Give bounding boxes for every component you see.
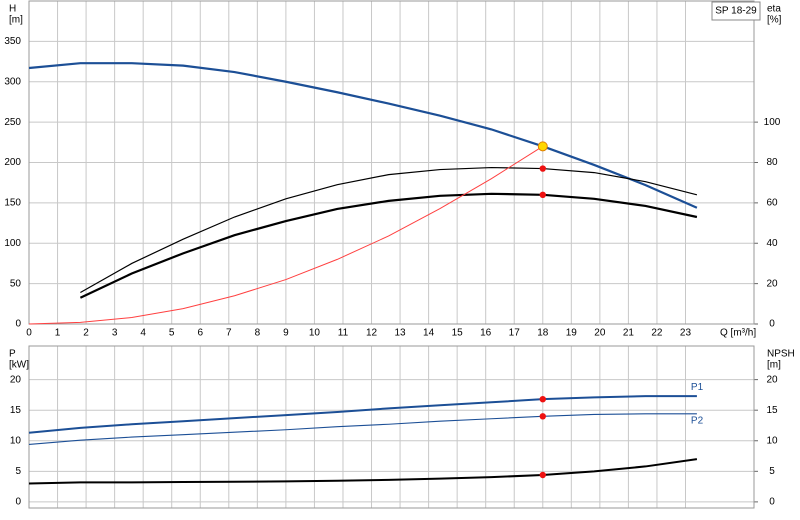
operating-point xyxy=(539,165,546,172)
y2-tick-label: 40 xyxy=(766,238,778,249)
title-box xyxy=(711,1,761,21)
y2-label: eta xyxy=(767,4,781,15)
y2-unit: [%] xyxy=(767,15,782,26)
chart-title: SP 18-29 xyxy=(715,6,757,17)
x-label: Q [m³/h] xyxy=(720,328,756,339)
series-line xyxy=(28,62,698,209)
y2-tick-label: 10 xyxy=(766,435,778,446)
operating-point xyxy=(539,395,546,403)
x-tick-label: 23 xyxy=(680,328,692,339)
plot-area xyxy=(29,346,754,508)
y2-unit: [m] xyxy=(767,360,781,371)
y-unit: [m] xyxy=(9,15,23,26)
y-tick-label: 350 xyxy=(4,36,21,47)
x-tick-label: 1 xyxy=(55,328,61,339)
y-unit: [kW] xyxy=(9,360,29,371)
series-line xyxy=(28,413,697,445)
series-line xyxy=(80,166,698,294)
y-tick-label: 5 xyxy=(15,466,21,477)
y2-tick-label: 100 xyxy=(764,117,781,128)
y-tick-label: 0 xyxy=(15,497,21,508)
x-tick-label: 19 xyxy=(566,328,578,339)
series-line xyxy=(79,192,698,299)
x-tick-label: 18 xyxy=(537,328,549,339)
x-tick-label: 14 xyxy=(423,328,435,339)
y-tick-label: 0 xyxy=(15,319,21,330)
x-tick-label: 17 xyxy=(509,328,521,339)
series-label: P1 xyxy=(691,382,704,393)
operating-point xyxy=(539,191,546,198)
operating-point xyxy=(537,141,548,152)
x-tick-label: 13 xyxy=(395,328,407,339)
x-tick-label: 15 xyxy=(452,328,464,339)
x-tick-label: 20 xyxy=(594,328,606,339)
x-tick-label: 5 xyxy=(169,328,175,339)
x-tick-label: 10 xyxy=(309,328,321,339)
y-tick-label: 200 xyxy=(4,157,21,168)
plot-frame xyxy=(28,0,755,325)
y-tick-label: 100 xyxy=(4,238,21,249)
y2-tick-label: 20 xyxy=(766,278,778,289)
y2-tick-label: 5 xyxy=(769,466,775,477)
x-tick-label: 2 xyxy=(83,328,89,339)
y2-tick-label: 80 xyxy=(766,157,778,168)
y-tick-label: 250 xyxy=(4,117,21,128)
plot-frame xyxy=(28,345,755,509)
y-tick-label: 300 xyxy=(4,76,21,87)
y-tick-label: 50 xyxy=(10,278,22,289)
y2-tick-label: 15 xyxy=(766,405,778,416)
operating-point xyxy=(539,413,546,420)
y-tick-label: 20 xyxy=(10,374,22,385)
y2-tick-label: 60 xyxy=(766,198,778,209)
x-tick-label: 0 xyxy=(26,328,32,339)
y-tick-label: 150 xyxy=(4,198,21,209)
x-tick-label: 4 xyxy=(140,328,146,339)
x-tick-label: 11 xyxy=(338,328,349,339)
x-tick-label: 3 xyxy=(112,328,118,339)
x-tick-label: 22 xyxy=(651,328,663,339)
y-label: P xyxy=(9,349,16,360)
x-tick-label: 16 xyxy=(480,328,492,339)
y2-tick-label: 0 xyxy=(769,319,775,330)
series-label: P2 xyxy=(691,415,704,426)
x-tick-label: 21 xyxy=(623,328,635,339)
series-line xyxy=(28,145,544,325)
y2-tick-label: 0 xyxy=(769,497,775,508)
x-tick-label: 9 xyxy=(283,328,289,339)
y2-label: NPSH xyxy=(767,349,795,360)
x-tick-label: 7 xyxy=(226,328,232,339)
y-tick-label: 15 xyxy=(10,405,22,416)
x-tick-label: 6 xyxy=(197,328,203,339)
y2-tick-label: 20 xyxy=(766,374,778,385)
series-line xyxy=(28,395,697,434)
y-label: H xyxy=(9,4,16,15)
y-tick-label: 10 xyxy=(10,435,22,446)
operating-point xyxy=(539,471,546,479)
x-tick-label: 12 xyxy=(366,328,378,339)
x-tick-label: 8 xyxy=(255,328,261,339)
series-line xyxy=(28,458,698,485)
